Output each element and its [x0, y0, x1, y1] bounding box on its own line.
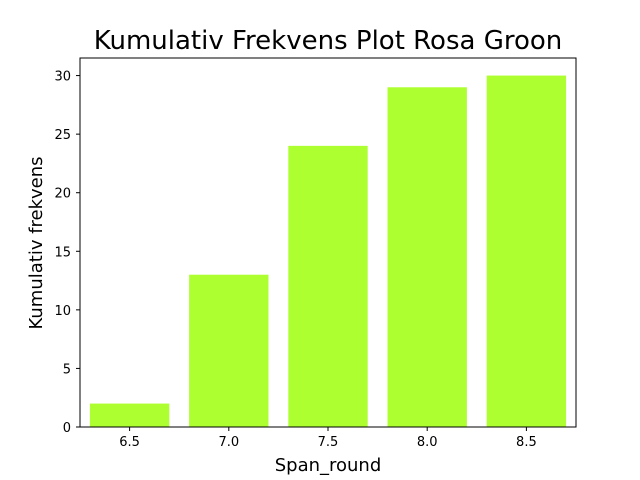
- x-axis-label: Span_round: [275, 455, 382, 476]
- bar-8.0: [387, 87, 467, 428]
- y-axis-label: Kumulativ frekvens: [26, 156, 47, 329]
- y-tick-label: 20: [54, 187, 71, 202]
- x-tick-label: 6.5: [119, 435, 140, 450]
- bars-group: [89, 75, 567, 428]
- bar-8.5: [486, 75, 567, 428]
- x-tick-label: 7.5: [318, 435, 339, 450]
- y-tick-label: 30: [54, 70, 71, 85]
- y-axis-ticks: 0 5 10 15 20 25 30: [54, 70, 80, 436]
- y-tick-label: 0: [63, 421, 71, 436]
- chart-title: Kumulativ Frekvens Plot Rosa Groon: [94, 26, 563, 56]
- x-tick-label: 8.5: [516, 435, 537, 450]
- x-tick-label: 8.0: [417, 435, 438, 450]
- y-tick-label: 15: [54, 245, 71, 260]
- x-axis-ticks: 6.5 7.0 7.5 8.0 8.5: [119, 427, 537, 450]
- bar-6.5: [89, 403, 170, 427]
- y-tick-label: 25: [54, 128, 71, 143]
- bar-7.5: [288, 145, 368, 427]
- y-tick-label: 10: [54, 304, 71, 319]
- x-tick-label: 7.0: [218, 435, 239, 450]
- y-tick-label: 5: [63, 362, 71, 377]
- bar-7.0: [189, 274, 269, 427]
- plot-frame: [79, 57, 577, 428]
